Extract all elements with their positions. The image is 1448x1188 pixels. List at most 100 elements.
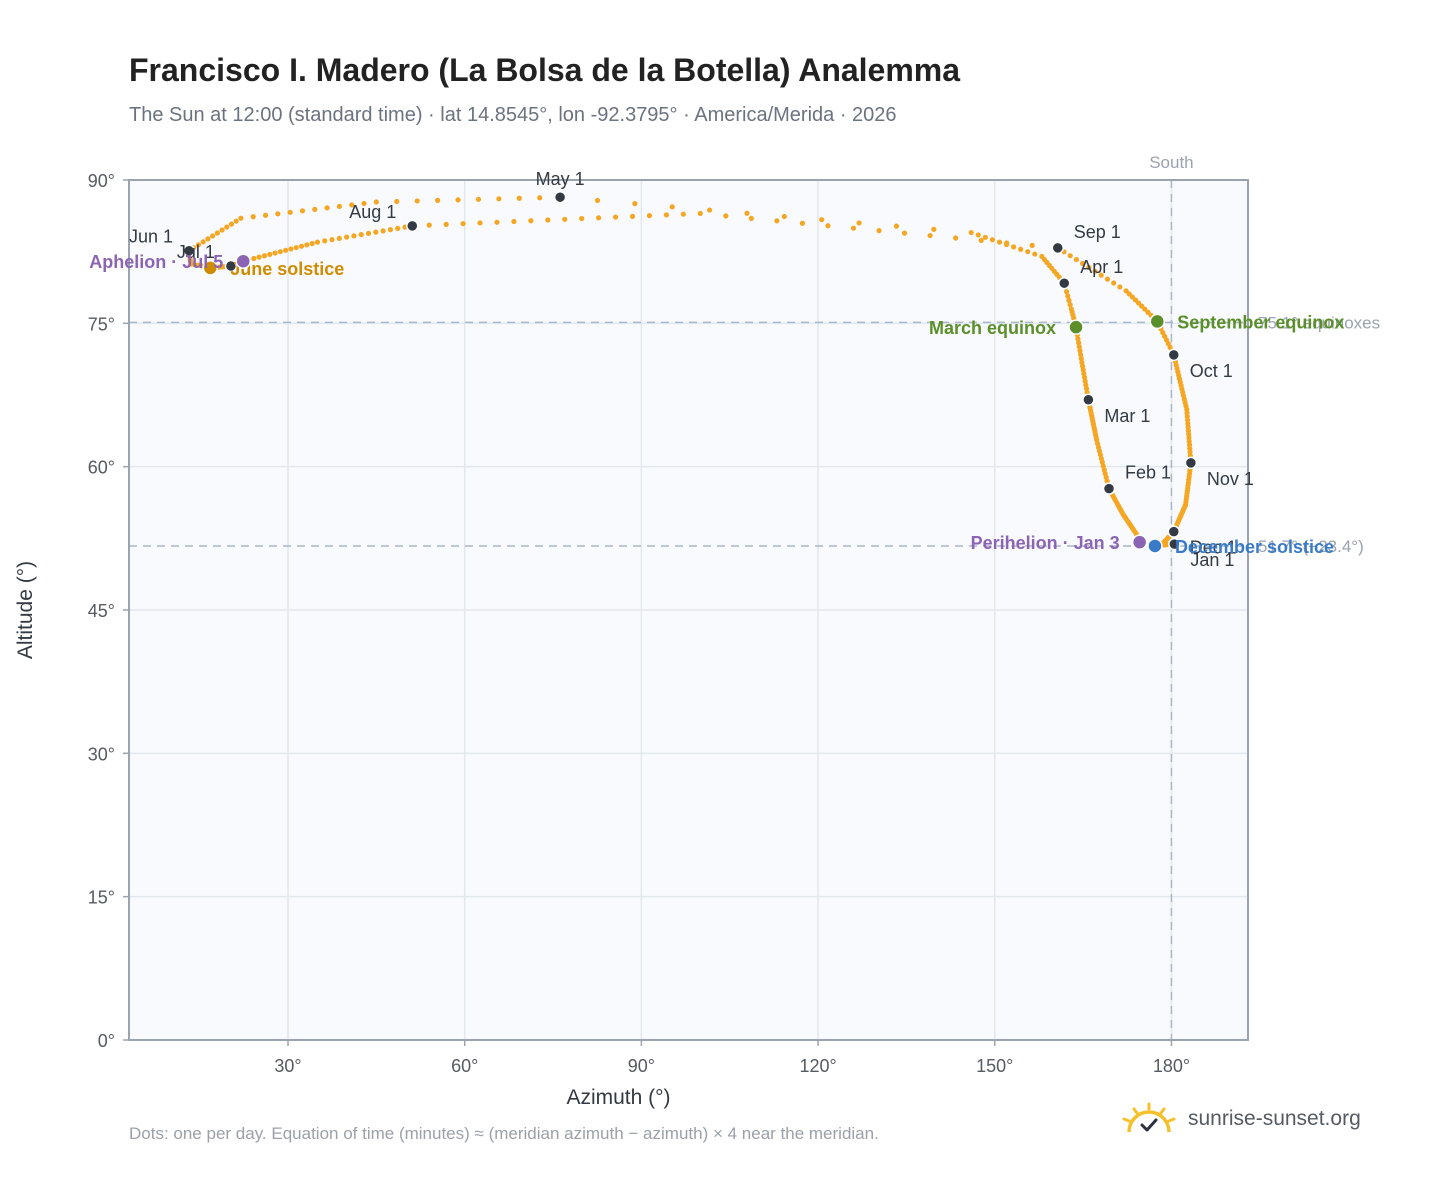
analemma-day-dot — [238, 215, 244, 221]
event-label: September equinox — [1177, 312, 1344, 332]
analemma-day-dot — [324, 205, 330, 211]
month-marker-label: Feb 1 — [1125, 463, 1171, 483]
analemma-day-dot — [214, 230, 220, 236]
analemma-day-dot — [195, 242, 202, 248]
analemma-day-dot — [380, 228, 386, 234]
analemma-day-dot — [426, 222, 432, 228]
month-marker-label: Oct 1 — [1190, 361, 1233, 381]
x-axis-title: Azimuth (°) — [566, 1086, 670, 1109]
analemma-day-dot — [256, 254, 262, 260]
y-tick-label: 90° — [88, 171, 115, 191]
analemma-day-dot — [953, 235, 959, 241]
analemma-day-dot — [219, 227, 225, 233]
analemma-day-dot — [496, 196, 502, 202]
analemma-day-dot — [460, 221, 466, 227]
event-label: June solstice — [230, 259, 344, 279]
analemma-day-dot — [876, 228, 882, 234]
analemma-day-dot — [632, 201, 638, 207]
analemma-day-dot — [856, 220, 862, 226]
analemma-day-dot — [293, 244, 299, 251]
analemma-day-dot — [850, 225, 857, 231]
analemma-day-dot — [1117, 284, 1123, 290]
analemma-day-dot — [262, 212, 269, 218]
month-marker-dot — [1057, 276, 1071, 290]
analemma-day-dot — [723, 213, 729, 219]
analemma-day-dot — [1079, 359, 1085, 366]
analemma-day-dot — [250, 214, 256, 220]
analemma-day-dot — [978, 237, 984, 244]
analemma-day-dot — [309, 240, 315, 247]
analemma-day-dot — [1065, 293, 1071, 299]
analemma-day-dot — [475, 196, 482, 202]
analemma-day-dot — [697, 210, 703, 217]
analemma-day-dot — [901, 230, 908, 236]
event-marker-dot — [1068, 319, 1084, 335]
month-marker-label: Dec 1 — [1190, 538, 1237, 558]
y-tick-label: 30° — [88, 744, 115, 764]
analemma-day-dot — [365, 230, 372, 236]
analemma-day-dot — [989, 237, 995, 243]
analemma-day-dot — [931, 226, 937, 232]
event-label: December solstice — [1175, 537, 1334, 557]
analemma-day-dot — [1076, 340, 1082, 346]
brand-logo[interactable]: sunrise-sunset.org — [1120, 1102, 1361, 1136]
analemma-day-dot — [748, 215, 754, 221]
analemma-day-dot — [968, 229, 974, 236]
analemma-day-dot — [528, 218, 534, 224]
analemma-day-dot — [394, 198, 400, 205]
month-marker-label: May 1 — [536, 169, 585, 189]
analemma-day-dot — [443, 221, 449, 228]
analemma-day-dot — [298, 243, 305, 249]
analemma-day-dot — [288, 246, 294, 252]
analemma-day-dot — [349, 202, 355, 208]
south-label: South — [1149, 153, 1193, 172]
analemma-day-dot — [1073, 256, 1080, 263]
altitude-reference-label: 75.1° equinoxes — [1258, 313, 1380, 332]
y-tick-label: 45° — [88, 601, 115, 621]
analemma-day-dot — [1064, 289, 1070, 295]
analemma-day-dot — [275, 211, 281, 217]
month-marker-label: Sep 1 — [1074, 222, 1121, 242]
analemma-day-dot — [314, 239, 321, 245]
analemma-day-dot — [304, 242, 310, 248]
analemma-day-dot — [562, 216, 568, 222]
analemma-day-dot — [516, 195, 522, 201]
event-marker-dot — [1147, 538, 1163, 554]
analemma-day-dot — [594, 197, 601, 204]
analemma-day-dot — [629, 213, 636, 219]
month-marker-dot — [1167, 348, 1181, 362]
analemma-day-dot — [358, 232, 364, 238]
analemma-day-dot — [277, 249, 283, 255]
analemma-day-dot — [233, 218, 239, 224]
analemma-day-dot — [799, 220, 806, 226]
analemma-day-dot — [272, 250, 278, 256]
y-tick-label: 60° — [88, 458, 115, 478]
analemma-day-dot — [361, 200, 367, 207]
analemma-day-dot — [344, 234, 350, 240]
analemma-day-dot — [287, 209, 293, 215]
analemma-day-dot — [299, 208, 306, 214]
event-marker-dot — [1149, 313, 1166, 330]
analemma-day-dot — [774, 218, 780, 224]
month-marker-label: Aug 1 — [349, 202, 396, 222]
analemma-day-dot — [1111, 280, 1117, 286]
month-marker-label: Nov 1 — [1207, 469, 1254, 489]
month-marker-label: Apr 1 — [1080, 257, 1123, 277]
analemma-day-dot — [435, 197, 441, 203]
analemma-day-dot — [1067, 302, 1073, 308]
month-marker-dot — [406, 219, 419, 233]
analemma-day-dot — [596, 215, 602, 221]
analemma-day-dot — [537, 195, 543, 201]
analemma-day-dot — [1029, 242, 1035, 248]
y-tick-label: 0° — [98, 1031, 115, 1051]
analemma-day-dot — [1076, 344, 1082, 350]
analemma-day-dot — [1078, 355, 1084, 362]
analemma-day-dot — [706, 207, 713, 213]
analemma-day-dot — [982, 234, 988, 240]
analemma-day-dot — [1104, 276, 1111, 282]
month-marker-label: Jun 1 — [129, 227, 173, 247]
analemma-day-dot — [205, 236, 211, 242]
event-label: Perihelion · Jan 3 — [971, 533, 1120, 553]
event-label: March equinox — [929, 318, 1056, 338]
